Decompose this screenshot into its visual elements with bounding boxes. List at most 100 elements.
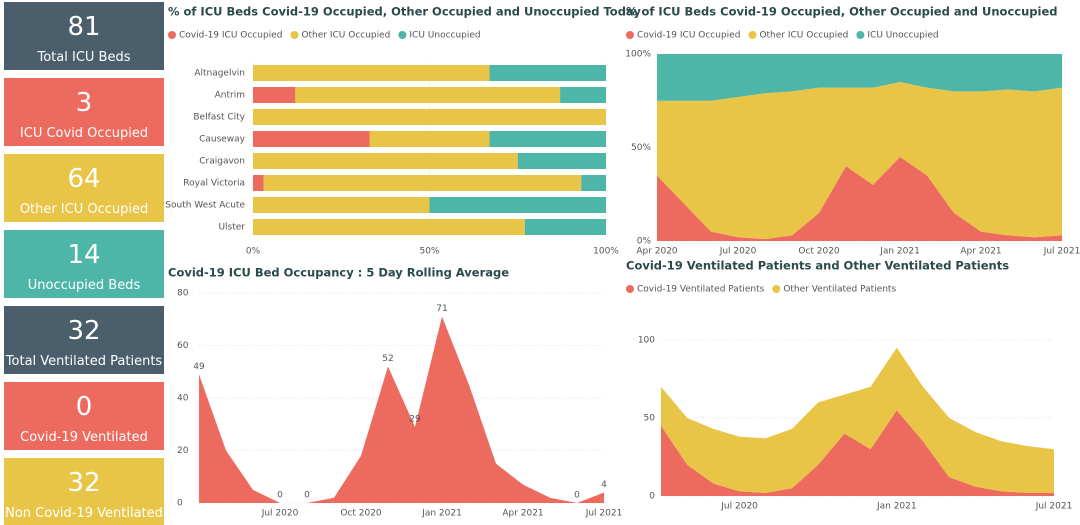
chart-title: Covid-19 ICU Bed Occupancy : 5 Day Rolli… xyxy=(168,266,509,280)
bar-segment xyxy=(253,197,430,213)
kpi-label: Unoccupied Beds xyxy=(27,278,141,293)
y-tick-label: 80 xyxy=(177,289,189,299)
legend-label: ICU Unoccupied xyxy=(867,31,938,41)
kpi-label: Total ICU Beds xyxy=(37,50,131,65)
x-tick-label: Jul 2020 xyxy=(261,509,299,519)
bar-segment xyxy=(560,87,606,103)
data-label: 0 xyxy=(277,491,283,501)
kpi-label: Other ICU Occupied xyxy=(19,202,149,217)
bar-segment xyxy=(263,175,582,191)
chart-title: % of ICU Beds Covid-19 Occupied, Other O… xyxy=(626,5,1057,19)
x-tick-label: Jul 2020 xyxy=(719,247,757,257)
y-tick-label: 100% xyxy=(625,50,651,60)
bar-segment xyxy=(489,65,606,81)
kpi-card: 32 Non Covid-19 Ventilated xyxy=(4,458,164,525)
kpi-label: Non Covid-19 Ventilated xyxy=(5,506,163,521)
kpi-label: Total Ventilated Patients xyxy=(5,354,163,369)
bar-segment xyxy=(429,197,606,213)
kpi-value: 81 xyxy=(67,12,101,42)
data-label: 71 xyxy=(436,304,447,314)
x-tick-label: Apr 2021 xyxy=(502,509,543,519)
kpi-label: ICU Covid Occupied xyxy=(19,126,149,141)
area xyxy=(657,156,1062,241)
category-label: Ulster xyxy=(218,223,245,233)
category-label: Causeway xyxy=(199,135,246,145)
legend-swatch xyxy=(168,31,176,39)
x-tick-label: Apr 2020 xyxy=(636,247,678,257)
category-label: Craigavon xyxy=(199,157,245,167)
y-tick-label: 0% xyxy=(637,237,652,247)
category-label: Antrim xyxy=(215,91,245,101)
kpi-value: 14 xyxy=(67,240,101,270)
x-tick-label: 50% xyxy=(419,247,439,257)
legend-swatch xyxy=(398,31,407,39)
category-label: Altnagelvin xyxy=(194,69,245,79)
area xyxy=(657,54,1062,101)
kpi-value: 0 xyxy=(75,392,93,422)
kpi-label: Covid-19 Ventilated xyxy=(20,430,148,445)
x-tick-label: Jan 2021 xyxy=(879,247,920,257)
legend-swatch xyxy=(290,31,299,39)
y-tick-label: 50% xyxy=(631,143,651,153)
area xyxy=(661,347,1054,493)
chart-title: Covid-19 Ventilated Patients and Other V… xyxy=(626,259,1009,273)
legend-swatch xyxy=(772,285,781,293)
y-tick-label: 20 xyxy=(177,446,189,456)
data-label: 0 xyxy=(304,491,310,501)
legend-swatch xyxy=(626,285,634,293)
x-tick-label: Jul 2021 xyxy=(1035,502,1073,512)
x-tick-label: Jul 2021 xyxy=(1043,247,1080,257)
bar-segment xyxy=(253,219,525,235)
x-tick-label: 100% xyxy=(593,247,619,257)
area xyxy=(661,410,1054,496)
data-label: 52 xyxy=(382,354,393,364)
legend-swatch xyxy=(748,31,757,39)
area xyxy=(657,82,1062,240)
y-tick-label: 40 xyxy=(177,394,189,404)
x-tick-label: Oct 2020 xyxy=(798,247,840,257)
bar-segment xyxy=(253,175,264,191)
kpi-card: 0 Covid-19 Ventilated xyxy=(4,382,164,450)
bar-segment xyxy=(581,175,606,191)
bar-segment xyxy=(253,109,606,125)
kpi-card: 32 Total Ventilated Patients xyxy=(4,306,164,374)
y-tick-label: 0 xyxy=(649,492,655,502)
kpi-value: 64 xyxy=(67,164,101,194)
bar-segment xyxy=(253,153,518,169)
kpi-value: 32 xyxy=(67,316,101,346)
data-label: 49 xyxy=(193,362,205,372)
legend-label: Other ICU Occupied xyxy=(759,31,848,41)
bar-segment xyxy=(253,131,370,147)
legend-label: Covid-19 Ventilated Patients xyxy=(637,285,765,295)
x-tick-label: Oct 2020 xyxy=(340,509,382,519)
data-label: 0 xyxy=(574,491,580,501)
data-label: 4 xyxy=(601,480,607,490)
legend-swatch xyxy=(856,31,865,39)
kpi-card: 81 Total ICU Beds xyxy=(4,2,164,70)
x-tick-label: 0% xyxy=(246,247,261,257)
x-tick-label: Jan 2021 xyxy=(876,502,917,512)
kpi-card: 14 Unoccupied Beds xyxy=(4,230,164,298)
bar-segment xyxy=(253,65,490,81)
y-tick-label: 60 xyxy=(177,341,189,351)
legend-label: Covid-19 ICU Occupied xyxy=(637,31,740,41)
y-tick-label: 0 xyxy=(177,499,183,509)
x-tick-label: Jan 2021 xyxy=(421,509,462,519)
category-label: Belfast City xyxy=(193,113,245,123)
kpi-card: 3 ICU Covid Occupied xyxy=(4,78,164,146)
legend-label: Other ICU Occupied xyxy=(301,31,390,41)
x-tick-label: Jul 2021 xyxy=(585,509,623,519)
legend-swatch xyxy=(626,31,634,39)
bar-segment xyxy=(253,87,296,103)
legend-label: Covid-19 ICU Occupied xyxy=(179,31,282,41)
kpi-card: 64 Other ICU Occupied xyxy=(4,154,164,222)
bar-segment xyxy=(489,131,606,147)
bar-segment xyxy=(369,131,490,147)
x-tick-label: Apr 2021 xyxy=(960,247,1001,257)
category-label: South West Acute xyxy=(165,201,245,211)
bar-segment xyxy=(295,87,561,103)
y-tick-label: 100 xyxy=(638,336,655,346)
data-label: 29 xyxy=(409,414,421,424)
